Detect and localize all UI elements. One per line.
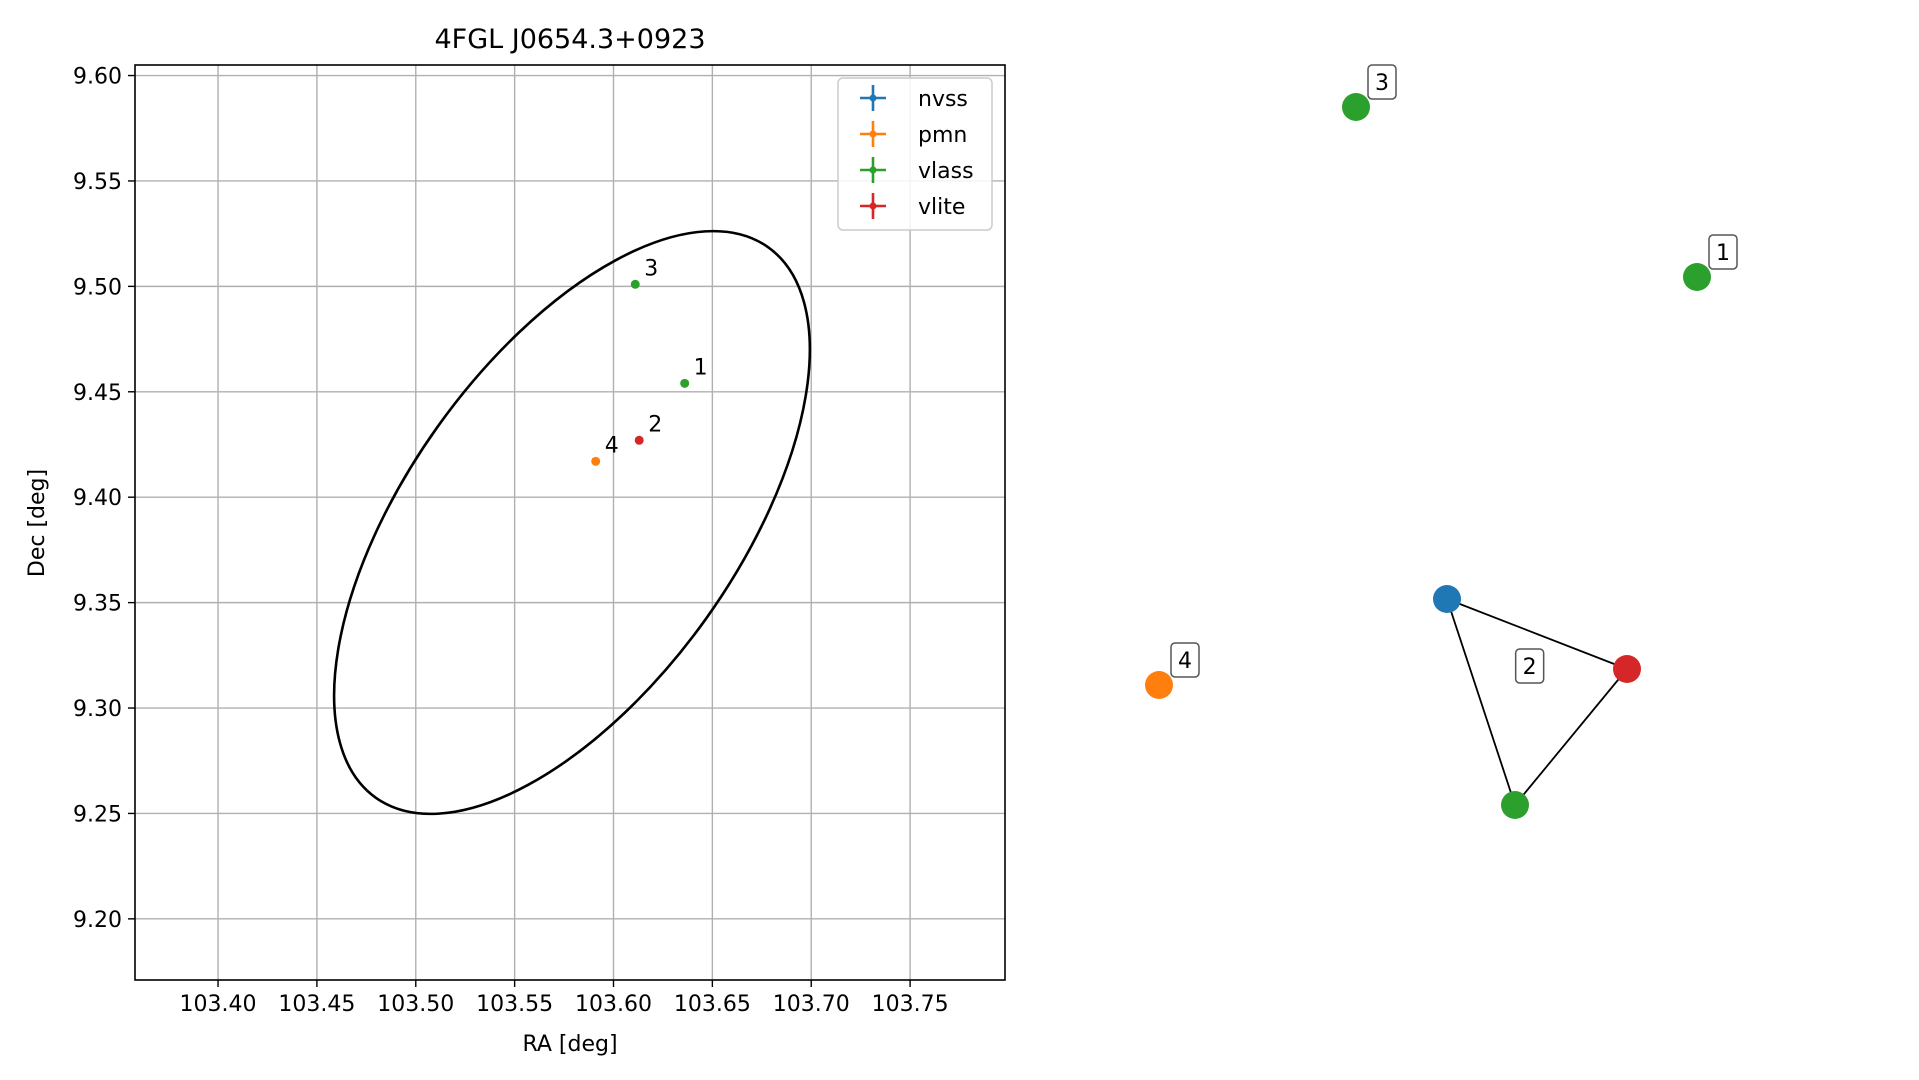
group-label: 2 bbox=[1523, 655, 1537, 680]
node-label: 3 bbox=[1375, 71, 1389, 96]
grid bbox=[135, 65, 1005, 980]
y-axis-label: Dec [deg] bbox=[25, 469, 50, 577]
point-label: 4 bbox=[605, 433, 619, 458]
group-label-box bbox=[1514, 648, 1545, 684]
legend-item-nvss: nvss bbox=[860, 85, 968, 112]
node-label-box bbox=[1367, 64, 1397, 100]
y-tick-label: 9.35 bbox=[73, 592, 122, 617]
point-label: 3 bbox=[644, 256, 658, 281]
y-tick-label: 9.60 bbox=[73, 65, 122, 90]
chart-title: 4FGL J0654.3+0923 bbox=[434, 24, 705, 55]
legend-marker bbox=[869, 202, 877, 210]
point-label: 2 bbox=[648, 412, 662, 437]
y-tick-label: 9.45 bbox=[73, 381, 122, 406]
x-tick-label: 103.55 bbox=[476, 992, 553, 1017]
legend-box bbox=[837, 77, 993, 231]
x-tick-label: 103.70 bbox=[773, 992, 850, 1017]
data-point bbox=[634, 435, 644, 445]
x-axis-ticks: 103.40 103.45 103.50 103.55 103.60 103.65 103.… bbox=[180, 980, 949, 1017]
point-label: 1 bbox=[694, 355, 708, 380]
legend-item-vlite: vlite bbox=[860, 193, 965, 220]
data-points: 1 2 3 4 bbox=[591, 256, 708, 466]
association-graph: 3 1 4 2 bbox=[1145, 64, 1738, 819]
y-tick-label: 9.55 bbox=[73, 170, 122, 195]
legend-label: vlass bbox=[918, 159, 974, 184]
x-tick-label: 103.40 bbox=[180, 992, 257, 1017]
axes-frame bbox=[134, 64, 1006, 981]
x-tick-label: 103.60 bbox=[575, 992, 652, 1017]
x-tick-label: 103.50 bbox=[377, 992, 454, 1017]
graph-node-vlass-1 bbox=[1683, 263, 1711, 291]
graph-node-vlass-2 bbox=[1501, 791, 1529, 819]
legend-label: nvss bbox=[918, 87, 968, 112]
data-point bbox=[680, 378, 690, 388]
error-ellipse-layer bbox=[332, 229, 812, 816]
scatter-plot: 4FGL J0654.3+0923 1 2 3 4 103.40 103.45 103.5… bbox=[25, 24, 1006, 1057]
y-tick-label: 9.40 bbox=[73, 486, 122, 511]
node-label: 1 bbox=[1716, 241, 1730, 266]
x-tick-label: 103.75 bbox=[872, 992, 949, 1017]
node-label: 4 bbox=[1178, 649, 1192, 674]
node-label-box bbox=[1170, 642, 1200, 678]
graph-node-vlass-3 bbox=[1342, 93, 1370, 121]
y-tick-label: 9.30 bbox=[73, 697, 122, 722]
legend-label: vlite bbox=[918, 195, 965, 220]
graph-nodes: 3 1 4 bbox=[1145, 64, 1738, 819]
data-point bbox=[591, 456, 601, 466]
y-tick-label: 9.50 bbox=[73, 275, 122, 300]
graph-edge bbox=[1514, 668, 1628, 806]
error-ellipse bbox=[332, 229, 812, 816]
x-tick-label: 103.65 bbox=[674, 992, 751, 1017]
y-tick-label: 9.20 bbox=[73, 908, 122, 933]
y-axis-ticks: 9.20 9.25 9.30 9.35 9.40 9.45 9.50 9.55 9.60 bbox=[73, 65, 135, 933]
node-label-box bbox=[1708, 234, 1738, 270]
data-point bbox=[630, 279, 640, 289]
legend-marker bbox=[869, 166, 877, 174]
graph-node-pmn-4 bbox=[1145, 671, 1173, 699]
legend-marker bbox=[869, 130, 877, 138]
legend-item-vlass: vlass bbox=[860, 157, 974, 184]
legend-item-pmn: pmn bbox=[860, 121, 967, 148]
y-tick-label: 9.25 bbox=[73, 802, 122, 827]
x-axis-label: RA [deg] bbox=[522, 1032, 617, 1057]
x-tick-label: 103.45 bbox=[278, 992, 355, 1017]
graph-node-nvss bbox=[1433, 585, 1461, 613]
graph-group-labels: 2 bbox=[1514, 648, 1545, 684]
legend-marker bbox=[869, 94, 877, 102]
graph-edge bbox=[1446, 598, 1628, 670]
graph-edge bbox=[1446, 598, 1516, 806]
legend: nvss pmn vlass vlite bbox=[837, 77, 993, 231]
legend-label: pmn bbox=[918, 123, 967, 148]
graph-node-vlite bbox=[1613, 655, 1641, 683]
graph-edges bbox=[1446, 598, 1628, 806]
